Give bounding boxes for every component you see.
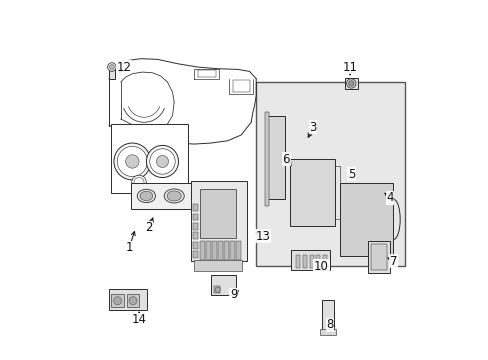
Text: 13: 13: [255, 230, 270, 243]
Bar: [193, 214, 197, 220]
Bar: [320, 329, 335, 335]
Bar: [230, 241, 234, 260]
Bar: [296, 255, 300, 268]
Circle shape: [134, 177, 144, 188]
Bar: [211, 275, 236, 295]
Text: 9: 9: [229, 288, 237, 301]
Circle shape: [156, 156, 168, 167]
Bar: [367, 241, 389, 273]
Bar: [316, 255, 320, 268]
Circle shape: [125, 155, 139, 168]
Bar: [193, 233, 197, 239]
Text: 11: 11: [342, 60, 357, 73]
Text: 5: 5: [347, 168, 355, 181]
Text: 10: 10: [313, 260, 328, 273]
Circle shape: [131, 175, 146, 190]
Bar: [370, 244, 386, 270]
Text: 12: 12: [116, 60, 131, 73]
Bar: [193, 223, 197, 230]
Circle shape: [129, 297, 137, 305]
Text: 3: 3: [309, 121, 316, 134]
Bar: [206, 241, 210, 260]
Circle shape: [348, 81, 353, 86]
Bar: [321, 300, 333, 332]
Bar: [193, 204, 197, 211]
Bar: [236, 241, 240, 260]
Text: 4: 4: [386, 191, 393, 204]
Bar: [303, 255, 306, 268]
Circle shape: [117, 147, 147, 176]
Bar: [110, 124, 187, 193]
Circle shape: [149, 149, 175, 174]
Circle shape: [146, 145, 178, 177]
Circle shape: [215, 287, 220, 292]
Bar: [213, 286, 220, 293]
Bar: [289, 159, 334, 226]
Bar: [291, 249, 329, 270]
Text: 8: 8: [325, 318, 333, 331]
Text: 7: 7: [389, 255, 396, 268]
Bar: [266, 116, 284, 199]
Circle shape: [346, 79, 355, 88]
Bar: [193, 260, 242, 271]
Bar: [200, 189, 236, 238]
Circle shape: [109, 65, 114, 69]
Circle shape: [107, 63, 116, 71]
Bar: [218, 241, 222, 260]
Bar: [190, 181, 246, 261]
Bar: [212, 241, 216, 260]
Bar: [111, 294, 124, 307]
Bar: [200, 241, 204, 260]
Bar: [339, 183, 393, 256]
Ellipse shape: [137, 189, 155, 203]
Bar: [109, 66, 115, 79]
Text: 6: 6: [282, 153, 289, 166]
Text: 2: 2: [145, 221, 153, 234]
Bar: [109, 289, 147, 310]
Bar: [309, 255, 313, 268]
Bar: [193, 242, 197, 248]
Bar: [126, 294, 139, 307]
Bar: [224, 241, 228, 260]
Circle shape: [114, 143, 150, 180]
Ellipse shape: [140, 191, 152, 201]
Ellipse shape: [167, 191, 181, 201]
Bar: [130, 183, 196, 210]
Bar: [193, 251, 197, 258]
Ellipse shape: [164, 189, 184, 203]
Bar: [344, 78, 357, 89]
Bar: [256, 82, 405, 266]
Text: 14: 14: [131, 313, 146, 326]
Circle shape: [113, 297, 122, 305]
Text: 1: 1: [125, 241, 132, 255]
Bar: [323, 255, 326, 268]
Bar: [264, 112, 268, 206]
